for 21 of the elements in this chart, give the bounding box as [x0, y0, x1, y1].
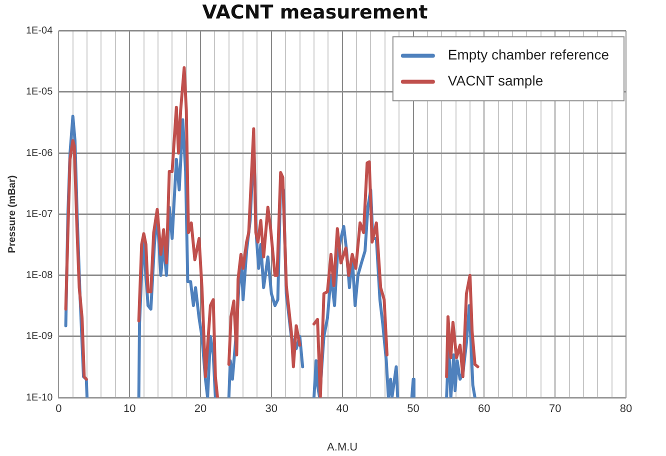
x-tick-label: 20: [194, 403, 207, 416]
x-tick-label: 60: [478, 403, 490, 416]
y-tick-label: 1E-06: [26, 148, 54, 159]
y-tick-label: 1E-05: [26, 86, 54, 98]
legend-label: VACNT sample: [448, 72, 544, 89]
y-tick-label: 1E-08: [26, 270, 54, 282]
legend-label: Empty chamber reference: [448, 46, 610, 63]
x-axis-title: A.M.U: [327, 441, 358, 454]
y-tick-label: 1E-07: [26, 208, 54, 220]
x-tick-label: 40: [336, 403, 348, 416]
y-tick-label: 1E-10: [26, 392, 54, 404]
x-tick-label: 80: [620, 403, 632, 416]
x-tick-label: 0: [56, 403, 62, 416]
x-tick-label: 30: [265, 403, 278, 416]
x-tick-label: 50: [407, 403, 420, 416]
y-axis-title: Pressure (mBar): [6, 175, 18, 254]
y-tick-label: 1E-09: [26, 331, 54, 342]
chart-title: VACNT measurement: [202, 1, 428, 24]
y-tick-label: 1E-04: [26, 26, 54, 37]
x-tick-label: 10: [123, 403, 136, 416]
x-tick-label: 70: [548, 403, 562, 416]
